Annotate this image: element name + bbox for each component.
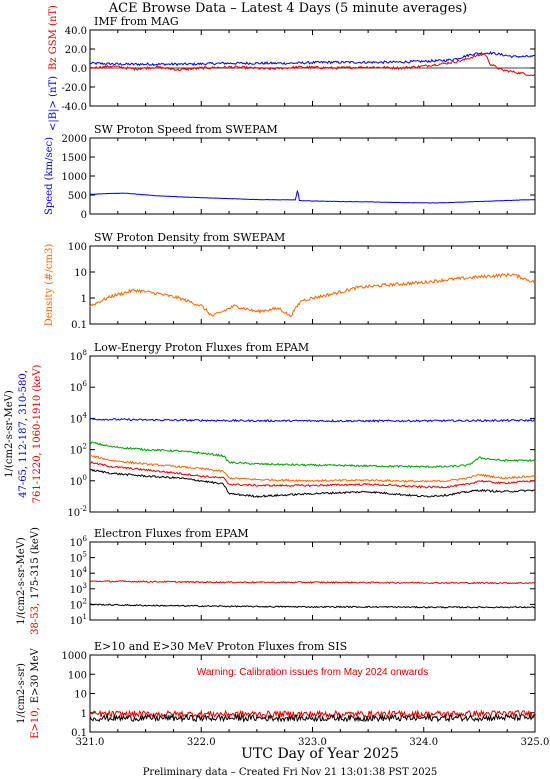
panel-2: SW Proton Speed from SWEPAM 2000 1500 1000 5…: [44, 123, 536, 221]
series-line-2-1: [90, 189, 536, 204]
panel-title: IMF from MAG: [94, 15, 179, 28]
svg-text:1/(cm2-s-sr-MeV): 1/(cm2-s-sr-MeV): [16, 537, 27, 625]
y-tick-label: 2000: [62, 134, 87, 145]
y-tick-label: 20.0: [65, 45, 87, 56]
panel-title: SW Proton Speed from SWEPAM: [94, 123, 278, 136]
series-line-6-1: [89, 709, 536, 720]
y-tick-label: 1500: [62, 153, 87, 164]
series-line-4-5: [89, 468, 536, 499]
svg-text:<|B|> (nT)Bz GSM (nT): <|B|> (nT)Bz GSM (nT): [48, 5, 59, 131]
svg-text:38-53,175-315 (keV): 38-53,175-315 (keV): [30, 527, 41, 635]
y-axis-label: Speed (km/sec): [44, 137, 55, 215]
svg-text:47-65, 112-187, 310-580,: 47-65, 112-187, 310-580,: [18, 370, 29, 498]
y-tick-label: 105: [70, 551, 87, 565]
y-tick-label: 0.1: [71, 320, 87, 331]
x-tick-label: 323.0: [298, 737, 327, 748]
y-tick-label: 100: [70, 474, 87, 488]
panel-frame: [89, 541, 536, 621]
x-tick-label: 321.0: [76, 737, 105, 748]
series-line-3-1: [89, 272, 536, 318]
y-tick-label: 40.0: [65, 26, 87, 37]
y-tick-label: 0: [81, 210, 87, 221]
panel-1: IMF from MAG 40.0 20.0 0.0 -20.0 -40.0<|B|> (…: [48, 5, 536, 131]
y-tick-label: 101: [70, 613, 87, 627]
series-line-5-2: [89, 603, 536, 609]
y-axis-label: Density (#/cm3): [44, 244, 55, 327]
svg-text:1/(cm2-s-sr-MeV): 1/(cm2-s-sr-MeV): [4, 390, 15, 478]
y-tick-label: 0.0: [71, 64, 87, 75]
y-tick-label: 10-2: [67, 505, 87, 519]
panel-title: E>10 and E>30 MeV Proton Fluxes from SIS: [94, 640, 347, 653]
figure-title: ACE Browse Data – Latest 4 Days (5 minut…: [108, 1, 467, 16]
series-line-1-2: [89, 52, 536, 77]
svg-text:Density (#/cm3): Density (#/cm3): [44, 244, 55, 327]
y-axis-label: 1/(cm2-s-sr) E>10,E>30 MeV: [16, 647, 41, 738]
y-tick-label: 103: [70, 582, 87, 596]
panel-title: Electron Fluxes from EPAM: [94, 527, 249, 540]
y-tick-label: 0.1: [71, 728, 87, 739]
y-tick-label: 500: [68, 191, 87, 202]
svg-text:E>10,E>30 MeV: E>10,E>30 MeV: [30, 647, 41, 738]
x-tick-label: 322.0: [187, 737, 216, 748]
y-tick-label: 10: [74, 268, 87, 279]
x-tick-label: 325.0: [521, 737, 550, 748]
series-line-4-4: [89, 461, 536, 489]
y-tick-label: 1000: [62, 172, 87, 183]
y-axis-label: 1/(cm2-s-sr-MeV) 47-65, 112-187, 310-580,…: [4, 365, 43, 504]
y-tick-label: 102: [70, 597, 87, 611]
figure-footer: Preliminary data – Created Fri Nov 21 13…: [143, 767, 438, 778]
panel-4: Low-Energy Proton Fluxes from EPAM 108 106…: [4, 341, 536, 519]
y-tick-label: 104: [70, 411, 88, 425]
series-line-6-2: [89, 713, 536, 723]
y-tick-label: 106: [70, 380, 88, 394]
y-tick-label: 102: [70, 443, 87, 457]
series-line-4-2: [89, 441, 536, 469]
panel-title: Low-Energy Proton Fluxes from EPAM: [94, 341, 309, 354]
y-tick-label: 1: [81, 294, 87, 305]
panel-frame: [89, 355, 536, 513]
panel-annotation: Warning: Calibration issues from May 202…: [197, 667, 428, 678]
panels-group: IMF from MAG 40.0 20.0 0.0 -20.0 -40.0<|B|> (…: [4, 5, 536, 739]
y-tick-label: 108: [70, 349, 87, 363]
y-tick-label: 106: [70, 535, 88, 549]
x-tick-label: 324.0: [409, 737, 438, 748]
svg-text:761-1220, 1060-1910 (keV): 761-1220, 1060-1910 (keV): [32, 365, 43, 504]
y-tick-label: 1000: [62, 651, 87, 662]
series-line-4-3: [90, 455, 536, 483]
series-line-4-1: [89, 417, 536, 423]
panel-3: SW Proton Density from SWEPAM 100 10 1 0.1 De…: [44, 231, 536, 331]
x-axis-label: UTC Day of Year 2025: [241, 746, 399, 762]
panel-frame: [89, 245, 536, 325]
svg-text:Speed (km/sec): Speed (km/sec): [44, 137, 55, 215]
y-tick-label: 10: [74, 690, 87, 701]
y-tick-label: 100: [68, 242, 87, 253]
panel-6: E>10 and E>30 MeV Proton Fluxes from SIS…: [16, 640, 536, 739]
y-tick-label: 100: [68, 670, 87, 681]
panel-title: SW Proton Density from SWEPAM: [94, 231, 285, 244]
y-tick-label: -40.0: [61, 102, 87, 113]
series-line-1-1: [89, 50, 535, 67]
x-axis-group: 321.0 322.0 323.0 324.0 325.0: [76, 737, 550, 748]
y-tick-label: -20.0: [61, 83, 87, 94]
panel-frame: [89, 137, 536, 215]
y-tick-label: 1: [81, 709, 87, 720]
y-axis-label: 1/(cm2-s-sr-MeV) 38-53,175-315 (keV): [16, 527, 41, 635]
series-line-5-1: [89, 580, 536, 585]
svg-text:1/(cm2-s-sr): 1/(cm2-s-sr): [16, 663, 27, 724]
y-axis-label: <|B|> (nT)Bz GSM (nT): [48, 5, 59, 131]
y-tick-label: 104: [70, 566, 88, 580]
